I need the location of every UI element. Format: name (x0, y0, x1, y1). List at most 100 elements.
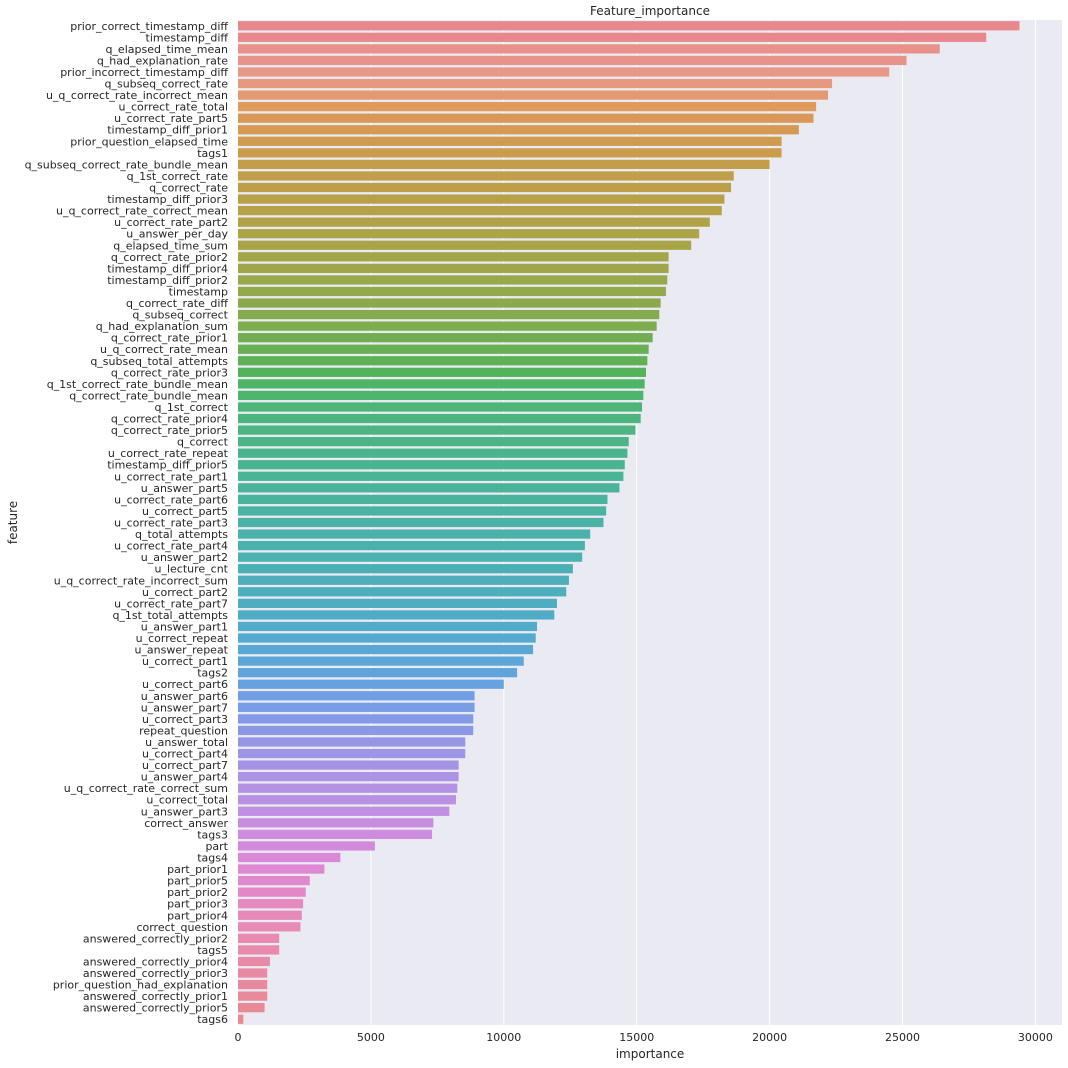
bar-u_correct_rate_repeat (238, 448, 628, 458)
y-tick-label: answered_correctly_prior3 (83, 967, 228, 980)
y-tick-labels: prior_correct_timestamp_difftimestamp_di… (25, 20, 229, 1026)
y-tick-label: u_answer_part7 (141, 701, 228, 714)
y-tick-label: u_correct_part4 (142, 748, 228, 761)
x-tick-label: 5000 (357, 1031, 385, 1044)
y-tick-label: q_had_explanation_rate (97, 54, 228, 67)
bar-u_answer_part5 (238, 483, 620, 493)
x-tick-label: 15000 (619, 1031, 654, 1044)
y-tick-label: timestamp_diff_prior4 (107, 262, 228, 275)
y-tick-label: u_correct_rate_part1 (114, 470, 228, 483)
y-tick-label: u_answer_part3 (141, 805, 228, 818)
bar-tags6 (238, 1014, 244, 1024)
y-tick-label: tags6 (197, 1013, 228, 1026)
bar-q_subseq_correct_rate (238, 78, 833, 89)
bar-u_q_correct_rate_incorrect_mean (238, 90, 829, 100)
y-tick-label: u_answer_part2 (141, 551, 228, 564)
bar-q_had_explanation_rate (238, 55, 907, 66)
bar-prior_correct_timestamp_diff (238, 21, 1020, 31)
y-tick-label: u_correct_rate_part2 (114, 216, 228, 229)
bar-u_correct_rate_part1 (238, 471, 624, 481)
y-tick-label: timestamp_diff_prior2 (107, 274, 228, 287)
bar-u_answer_part3 (238, 806, 450, 816)
bar-prior_incorrect_timestamp_diff (238, 67, 890, 77)
bar-q_correct_rate_prior3 (238, 367, 647, 377)
y-tick-label: u_answer_total (145, 736, 228, 749)
bar-timestamp_diff_prior2 (238, 275, 668, 285)
y-tick-label: u_correct_rate_part6 (114, 493, 228, 506)
x-axis-label: importance (616, 1047, 685, 1061)
y-tick-label: answered_correctly_prior2 (83, 932, 228, 945)
y-tick-label: u_correct_part6 (142, 678, 228, 691)
bar-u_correct_rate_part5 (238, 113, 814, 123)
bar-correct_question (238, 922, 301, 932)
y-tick-label: q_correct_rate_prior5 (111, 424, 228, 437)
bar-q_correct_rate_prior2 (238, 252, 669, 262)
bar-u_q_correct_rate_incorrect_sum (238, 575, 569, 585)
y-tick-label: q_1st_correct_rate (127, 170, 229, 183)
bar-q_1st_correct_rate (238, 171, 734, 181)
bar-u_correct_rate_part7 (238, 598, 557, 608)
y-tick-label: q_had_explanation_sum (96, 320, 228, 333)
y-tick-label: q_subseq_correct_rate (104, 78, 228, 91)
bar-u_answer_part7 (238, 702, 475, 712)
bar-u_correct_part3 (238, 714, 474, 724)
bar-u_correct_rate_total (238, 102, 817, 112)
y-tick-label: timestamp_diff_prior5 (107, 459, 228, 472)
bar-q_had_explanation_sum (238, 321, 657, 331)
bar-u_correct_part5 (238, 506, 607, 516)
y-tick-label: u_answer_per_day (126, 228, 228, 241)
y-tick-label: repeat_question (139, 724, 228, 737)
y-tick-label: part_prior3 (167, 898, 228, 911)
y-tick-label: q_correct_rate_prior2 (111, 251, 228, 264)
y-tick-label: u_correct_rate_part3 (114, 517, 228, 530)
bar-q_correct (238, 437, 629, 447)
bar-repeat_question (238, 725, 474, 736)
y-tick-label: correct_question (136, 921, 228, 934)
y-tick-label: u_correct_rate_repeat (108, 447, 229, 460)
bar-u_q_correct_rate_mean (238, 344, 649, 354)
bar-answered_correctly_prior4 (238, 956, 270, 967)
bar-q_correct_rate_prior4 (238, 413, 641, 424)
x-tick-label: 20000 (752, 1031, 787, 1044)
x-tick-label: 30000 (1018, 1031, 1053, 1044)
bar-q_elapsed_time_mean (238, 44, 940, 54)
y-tick-label: u_q_correct_rate_correct_sum (64, 782, 228, 795)
y-tick-label: tags3 (197, 828, 228, 841)
bar-q_subseq_correct (238, 309, 660, 320)
y-tick-label: q_total_attempts (135, 528, 228, 541)
chart-title: Feature_importance (590, 4, 710, 18)
bar-q_correct_rate (238, 182, 732, 193)
bar-q_correct_rate_prior5 (238, 425, 636, 435)
y-tick-label: u_correct_rate_total (119, 101, 228, 114)
y-tick-label: q_subseq_correct_rate_bundle_mean (25, 158, 228, 171)
bar-part_prior1 (238, 864, 325, 874)
bar-answered_correctly_prior1 (238, 991, 268, 1001)
y-tick-label: correct_answer (144, 817, 228, 830)
y-tick-label: u_correct_part2 (142, 586, 228, 599)
y-tick-label: q_correct (177, 436, 229, 449)
bar-q_correct_rate_prior1 (238, 333, 653, 343)
y-tick-label: u_correct_repeat (136, 632, 229, 645)
bar-part_prior2 (238, 887, 306, 897)
x-tick-label: 25000 (885, 1031, 920, 1044)
y-tick-label: timestamp_diff (146, 31, 229, 44)
bar-q_1st_total_attempts (238, 610, 555, 620)
bar-u_answer_part6 (238, 691, 475, 701)
y-tick-label: q_1st_correct (154, 401, 228, 414)
y-tick-label: part_prior1 (167, 863, 228, 876)
y-tick-label: prior_question_had_explanation (53, 979, 228, 992)
y-tick-label: part_prior5 (167, 875, 228, 888)
bar-u_answer_part4 (238, 772, 459, 782)
bar-u_correct_part6 (238, 679, 504, 689)
y-tick-label: u_correct_rate_part5 (114, 112, 228, 125)
y-tick-label: tags2 (197, 667, 228, 680)
bar-u_correct_rate_part6 (238, 494, 608, 505)
bar-u_correct_repeat (238, 633, 536, 643)
bar-u_answer_per_day (238, 229, 700, 239)
y-tick-label: u_answer_part6 (141, 690, 228, 703)
bar-q_correct_rate_bundle_mean (238, 390, 644, 401)
bar-u_answer_part2 (238, 552, 583, 562)
bar-part_prior5 (238, 875, 310, 886)
bars (238, 21, 1020, 1024)
bar-u_correct_rate_part2 (238, 217, 710, 227)
